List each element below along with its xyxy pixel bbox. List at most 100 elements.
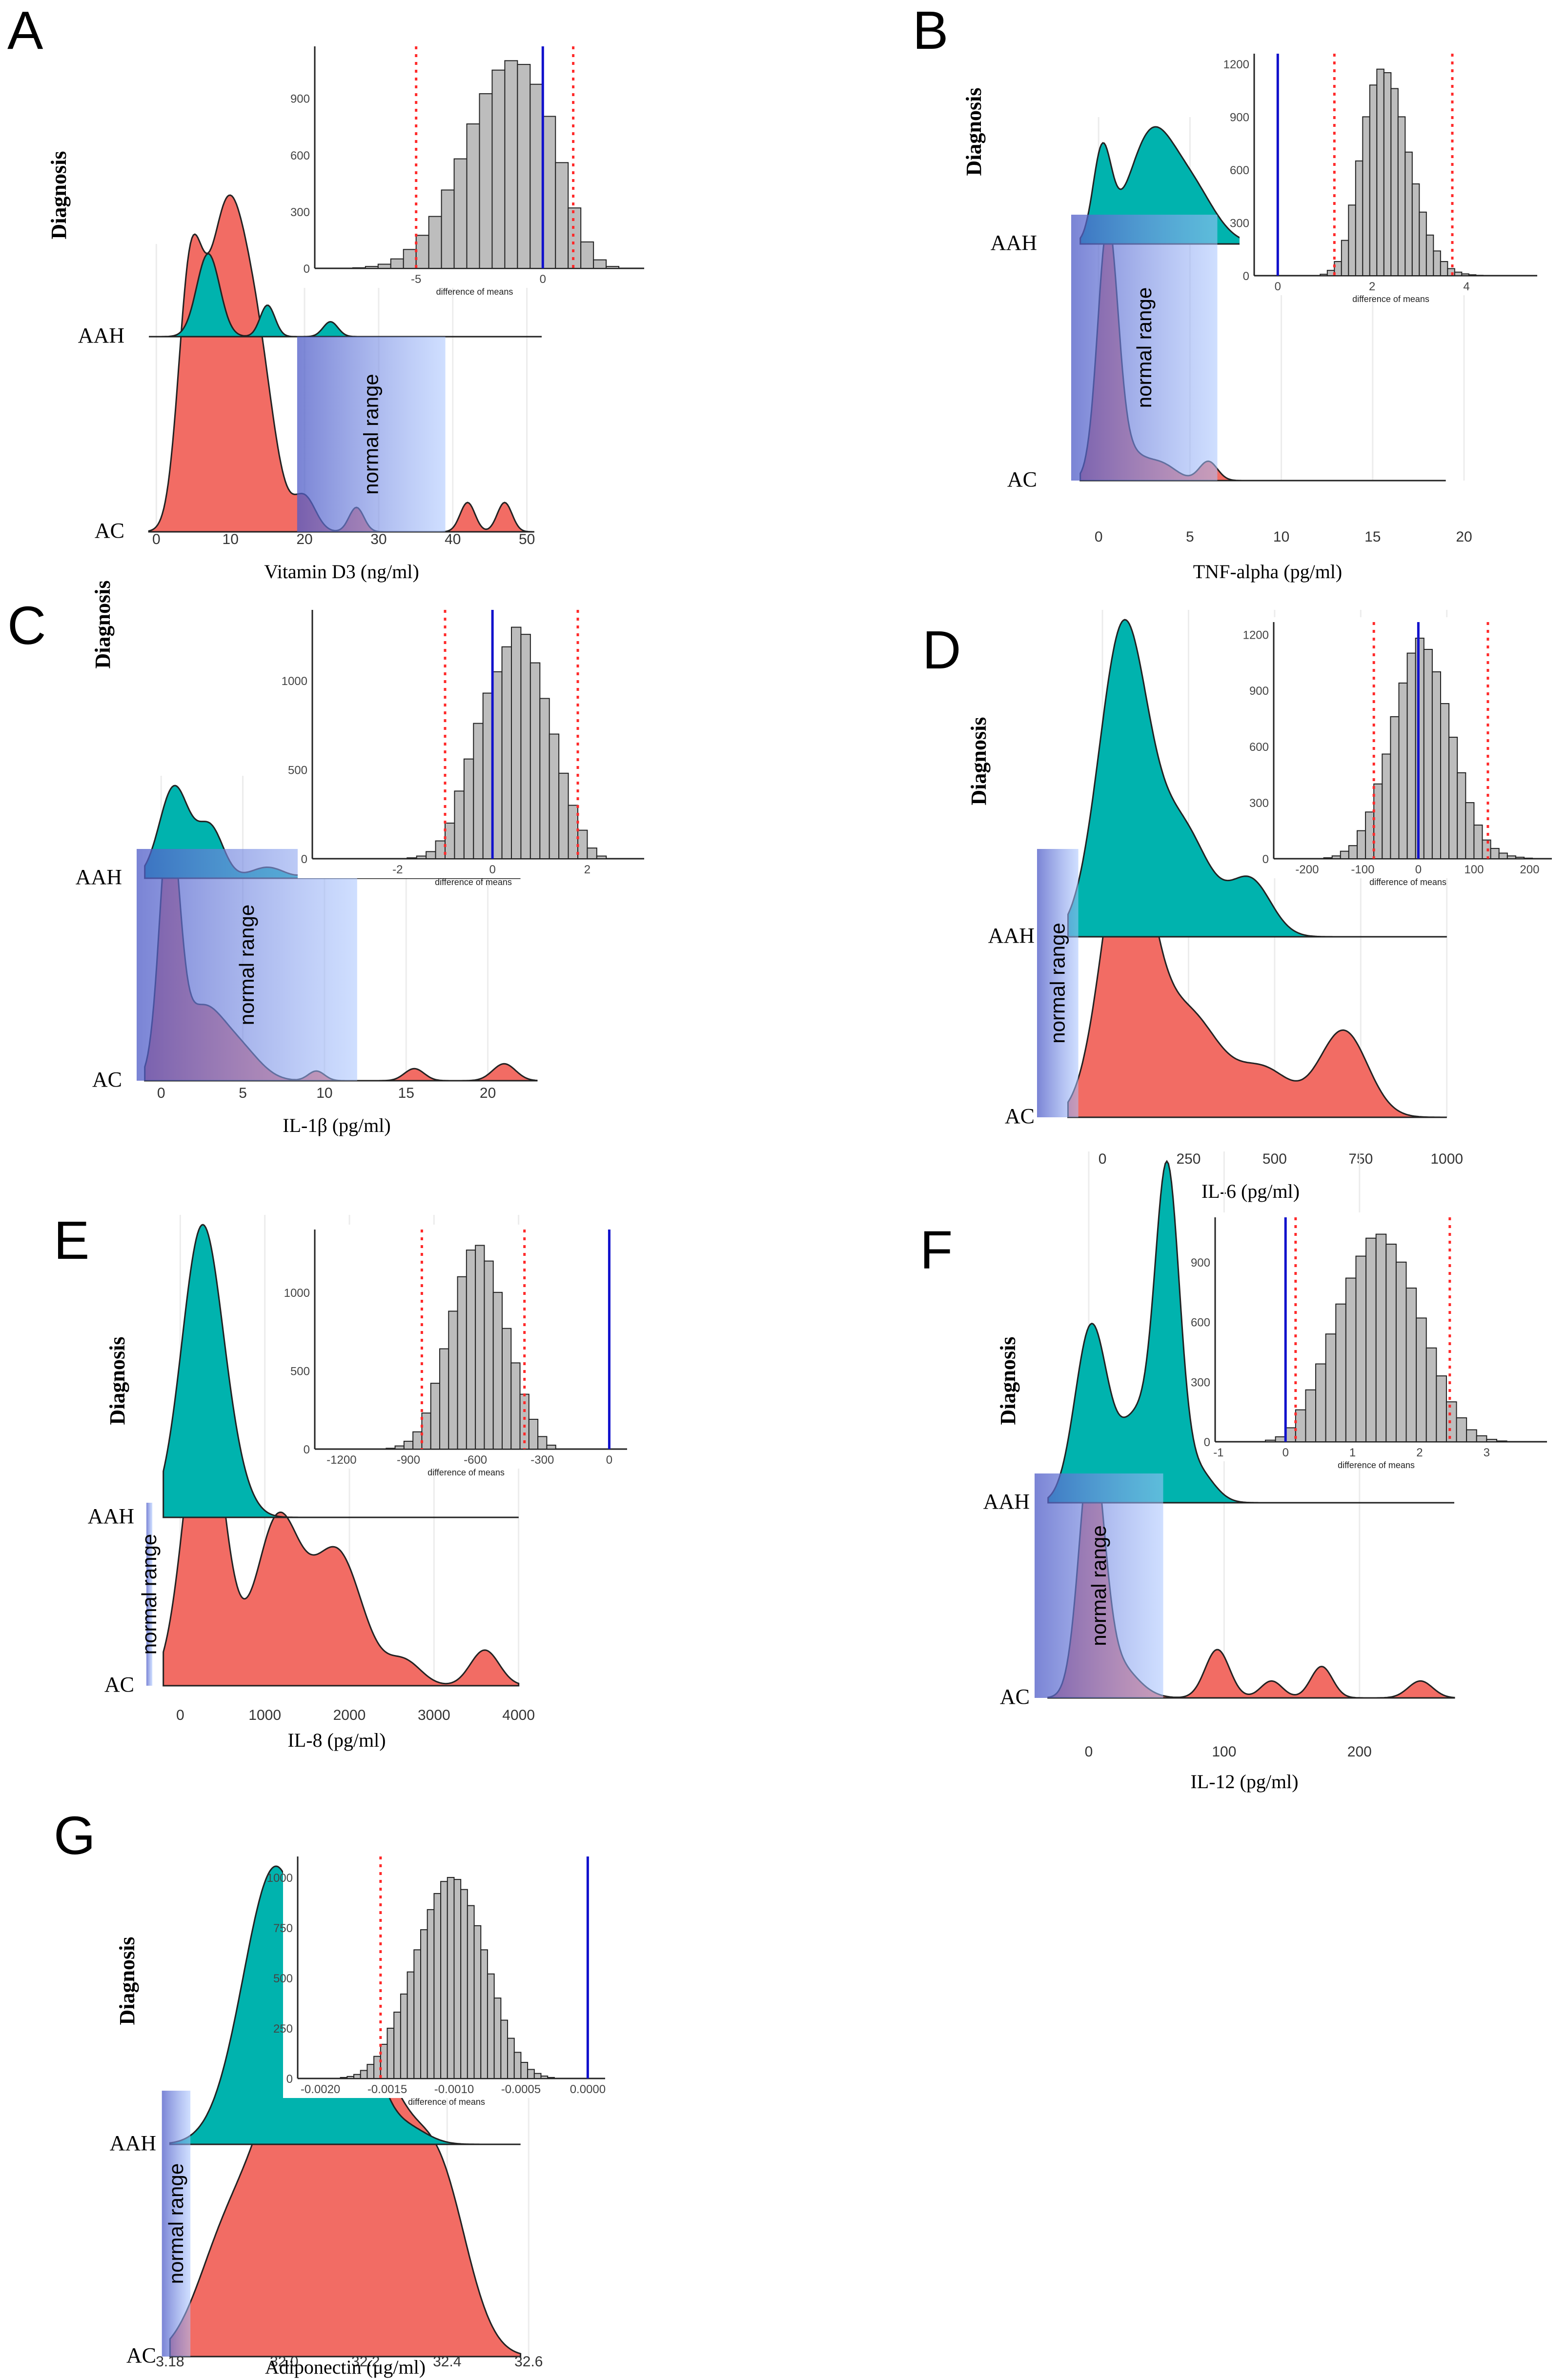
inset-x-tick: 1: [1349, 1446, 1356, 1459]
histogram-bar: [1325, 1333, 1337, 1442]
x-tick-label: 50: [519, 531, 535, 547]
histogram-bar: [504, 60, 518, 269]
y-axis-title: Diagnosis: [105, 1337, 129, 1425]
inset-y-tick: 0: [1204, 1436, 1210, 1449]
histogram-bar: [491, 69, 506, 269]
x-tick-label: 32.6: [514, 2354, 543, 2370]
histogram-bar: [1524, 857, 1533, 860]
inset-histogram: 0 500 1000 -1200 -900 -600 -300 0 difference of …: [284, 1225, 632, 1477]
histogram-bar: [539, 698, 550, 859]
histogram-bar: [1423, 648, 1433, 860]
panel-label: D: [922, 620, 961, 680]
inset-y-tick: 1000: [267, 1872, 293, 1885]
histogram-bar: [463, 758, 474, 860]
inset-y-tick: 1200: [1243, 628, 1269, 642]
x-tick-label: 5: [1186, 529, 1194, 545]
histogram-bar: [340, 2077, 348, 2079]
histogram-bar: [1265, 1439, 1276, 1443]
histogram-bar: [502, 1328, 512, 1450]
histogram-bar: [466, 1250, 476, 1450]
histogram-bar: [473, 1925, 482, 2079]
histogram-bar: [511, 626, 522, 860]
histogram-bar: [415, 235, 429, 269]
histogram-bar: [407, 857, 417, 859]
inset-histogram: 0 250 500 750 1000 -0.0020 -0.0015 -0.0010 -0.00…: [267, 1852, 610, 2107]
histogram-bar: [475, 1245, 485, 1450]
histogram-bar: [484, 1260, 494, 1450]
inset-y-tick: 300: [290, 206, 310, 219]
inset-x-tick: 0: [1282, 1446, 1289, 1459]
inset-histogram: 0 300 600 900 1200 -200 -100 0 100 200 difference …: [1243, 617, 1557, 887]
histogram-bar: [1383, 72, 1392, 276]
normal-range-label: normal range: [1046, 923, 1069, 1043]
histogram-bar: [1465, 802, 1475, 860]
x-tick-label: 0: [1095, 529, 1103, 545]
histogram-bar: [1348, 204, 1356, 276]
histogram-bar: [403, 1440, 414, 1450]
inset-x-tick: 0: [606, 1453, 612, 1467]
inset-x-tick: 2: [1369, 280, 1375, 293]
inset-y-tick: 300: [1249, 797, 1269, 810]
x-tick-label: 10: [1273, 529, 1289, 545]
inset-y-tick: 500: [273, 1972, 293, 1985]
histogram-bar: [413, 1949, 421, 2079]
histogram-bar: [1445, 1401, 1457, 1443]
inset-x-tick: -1200: [326, 1453, 356, 1467]
histogram-bar: [555, 162, 569, 269]
histogram-bar: [1285, 1427, 1296, 1442]
histogram-bar: [403, 249, 417, 269]
histogram-bar: [479, 93, 493, 269]
x-axis-label: Adiponectin (μg/ml): [265, 2356, 426, 2378]
inset-x-label: difference of means: [1352, 294, 1429, 304]
panel-label: B: [913, 0, 948, 61]
inset-y-tick: 900: [290, 93, 310, 106]
inset-y-tick: 0: [286, 2073, 293, 2086]
histogram-bar: [1369, 84, 1378, 277]
x-tick-label: 1000: [248, 1707, 281, 1723]
y-axis-title: Diagnosis: [91, 581, 115, 669]
panel-d: D Diagnosis AC AAH normal range 0 250 500 750 100…: [922, 610, 1557, 1202]
inset-x-tick: -0.0005: [501, 2083, 541, 2096]
group-label-aah: AAH: [110, 2131, 156, 2155]
histogram-bar: [593, 259, 607, 269]
panel-label: E: [54, 1210, 89, 1271]
inset-x-label: difference of means: [436, 287, 513, 297]
inset-x-tick: -300: [530, 1453, 554, 1467]
histogram-bar: [1456, 1417, 1467, 1443]
histogram-bar: [1340, 850, 1349, 859]
histogram-bar: [1320, 274, 1328, 277]
x-axis-label: Vitamin D3 (ng/ml): [264, 561, 419, 583]
histogram-bar: [1461, 273, 1469, 277]
histogram-bar: [454, 790, 465, 859]
normal-range-box: [146, 1503, 153, 1686]
histogram-bar: [1468, 274, 1477, 276]
x-tick-label: 30: [370, 531, 387, 547]
histogram-bar: [1348, 845, 1358, 859]
x-tick-label: 0: [152, 531, 161, 547]
histogram-bar: [596, 855, 607, 859]
group-label-aah: AAH: [88, 1504, 134, 1528]
inset-y-tick: 1000: [284, 1287, 310, 1300]
normal-range-box: [162, 2091, 191, 2357]
inset-x-label: difference of means: [1369, 877, 1446, 887]
histogram-bar: [480, 1949, 488, 2079]
inset-x-tick: 2: [1416, 1446, 1423, 1459]
inset-y-tick: 900: [1249, 685, 1269, 698]
histogram-bar: [390, 258, 404, 269]
histogram-bar: [1341, 240, 1349, 276]
histogram-bar: [1466, 1429, 1477, 1443]
x-tick-label: 100: [1212, 1744, 1236, 1760]
histogram-bar: [487, 1973, 495, 2079]
group-label-ac: AC: [1007, 467, 1037, 491]
inset-x-tick: 100: [1464, 863, 1484, 876]
x-tick-label: 20: [480, 1085, 496, 1101]
x-axis-label: IL-12 (pg/ml): [1190, 1771, 1298, 1793]
inset-y-tick: 0: [301, 853, 307, 866]
inset-x-label: difference of means: [427, 1468, 505, 1477]
histogram-bar: [426, 851, 436, 860]
inset-y-tick: 300: [1191, 1376, 1210, 1389]
panel-label: C: [7, 596, 46, 656]
